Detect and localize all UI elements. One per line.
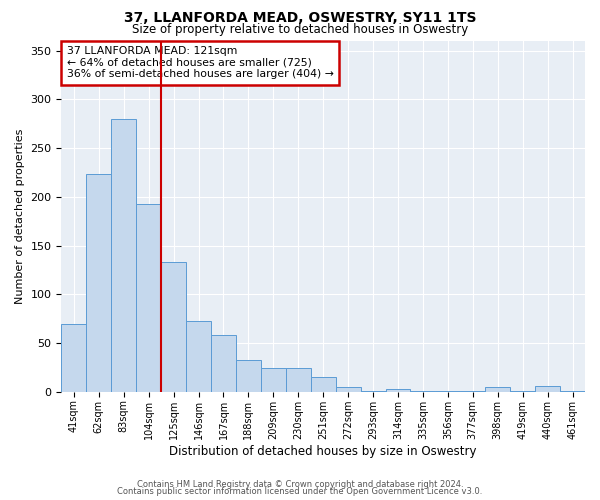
- Bar: [410, 391, 436, 392]
- Bar: [535, 386, 560, 392]
- X-axis label: Distribution of detached houses by size in Oswestry: Distribution of detached houses by size …: [169, 444, 477, 458]
- Bar: [335, 387, 361, 392]
- Bar: [361, 391, 386, 392]
- Text: 37, LLANFORDA MEAD, OSWESTRY, SY11 1TS: 37, LLANFORDA MEAD, OSWESTRY, SY11 1TS: [124, 11, 476, 25]
- Bar: [261, 368, 286, 392]
- Bar: [386, 389, 410, 392]
- Text: Contains public sector information licensed under the Open Government Licence v3: Contains public sector information licen…: [118, 487, 482, 496]
- Y-axis label: Number of detached properties: Number of detached properties: [15, 128, 25, 304]
- Bar: [211, 336, 236, 392]
- Bar: [136, 204, 161, 392]
- Bar: [436, 391, 460, 392]
- Bar: [61, 324, 86, 392]
- Bar: [186, 320, 211, 392]
- Bar: [311, 377, 335, 392]
- Bar: [111, 119, 136, 392]
- Text: Contains HM Land Registry data © Crown copyright and database right 2024.: Contains HM Land Registry data © Crown c…: [137, 480, 463, 489]
- Bar: [560, 391, 585, 392]
- Bar: [236, 360, 261, 392]
- Bar: [86, 174, 111, 392]
- Bar: [510, 391, 535, 392]
- Text: Size of property relative to detached houses in Oswestry: Size of property relative to detached ho…: [132, 22, 468, 36]
- Bar: [286, 368, 311, 392]
- Bar: [460, 391, 485, 392]
- Text: 37 LLANFORDA MEAD: 121sqm
← 64% of detached houses are smaller (725)
36% of semi: 37 LLANFORDA MEAD: 121sqm ← 64% of detac…: [67, 46, 334, 80]
- Bar: [161, 262, 186, 392]
- Bar: [485, 387, 510, 392]
